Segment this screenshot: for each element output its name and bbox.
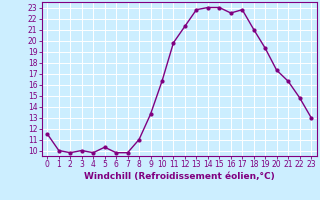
X-axis label: Windchill (Refroidissement éolien,°C): Windchill (Refroidissement éolien,°C) <box>84 172 275 181</box>
